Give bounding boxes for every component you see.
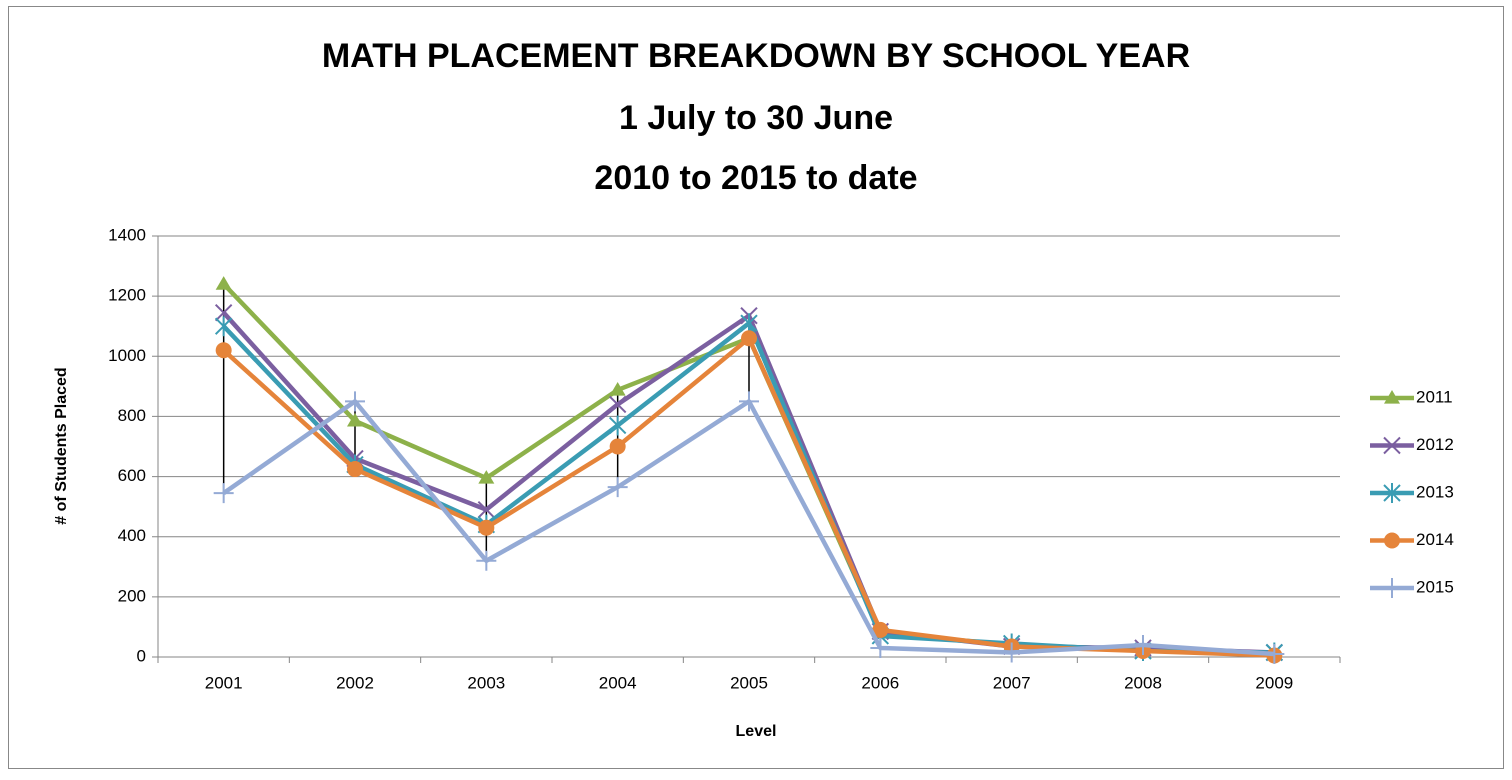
marker-shape	[739, 391, 759, 412]
x-tick-label: 2007	[993, 673, 1031, 692]
y-axis-title: # of Students Placed	[53, 367, 70, 524]
marker-shape	[215, 342, 232, 359]
chart-frame	[8, 6, 1504, 769]
marker-shape	[1384, 532, 1400, 549]
marker-shape	[741, 330, 757, 347]
marker	[609, 438, 626, 455]
marker-shape	[1383, 436, 1401, 455]
marker	[870, 637, 891, 658]
marker	[1383, 483, 1401, 503]
marker	[478, 470, 495, 484]
marker-shape	[1264, 643, 1285, 664]
y-tick-label: 400	[118, 526, 146, 545]
legend-label: 2015	[1416, 577, 1454, 596]
marker-shape	[214, 303, 233, 322]
y-tick-label: 1400	[108, 225, 146, 244]
marker	[1264, 643, 1285, 664]
marker-shape	[607, 477, 628, 498]
x-tick-label: 2002	[336, 673, 374, 692]
marker-shape	[608, 415, 627, 436]
y-tick-label: 600	[118, 466, 146, 485]
marker-shape	[478, 470, 495, 484]
x-tick-label: 2004	[599, 673, 637, 692]
marker-shape	[872, 621, 889, 638]
marker-shape	[476, 550, 497, 571]
marker	[345, 391, 365, 412]
marker-shape	[214, 316, 233, 337]
marker-shape	[740, 313, 758, 334]
x-tick-label: 2003	[467, 673, 505, 692]
marker	[347, 461, 363, 478]
marker	[476, 550, 497, 571]
marker	[478, 519, 495, 536]
marker	[609, 381, 626, 396]
marker	[608, 415, 627, 436]
marker-shape	[1133, 634, 1153, 655]
x-tick-label: 2001	[205, 673, 243, 692]
marker-shape	[345, 391, 365, 412]
y-tick-label: 0	[137, 646, 146, 665]
marker-shape	[1382, 578, 1402, 598]
legend-label: 2011	[1416, 387, 1453, 406]
marker-shape	[609, 438, 626, 455]
marker	[740, 313, 758, 334]
chart-title: 1 July to 30 June	[619, 99, 893, 137]
marker-shape	[347, 461, 363, 478]
marker-shape	[1384, 390, 1400, 404]
marker-shape	[347, 412, 363, 427]
x-tick-label: 2005	[730, 673, 768, 692]
x-tick-label: 2009	[1255, 673, 1293, 692]
marker	[214, 316, 233, 337]
marker	[607, 477, 628, 498]
marker-shape	[478, 519, 495, 536]
marker	[1383, 436, 1401, 455]
y-tick-label: 1200	[108, 286, 146, 305]
y-tick-label: 200	[118, 586, 146, 605]
marker-shape	[213, 483, 234, 504]
chart-title: 2010 to 2015 to date	[594, 159, 917, 197]
marker	[477, 500, 496, 519]
marker	[1001, 642, 1022, 663]
chart-title: MATH PLACEMENT BREAKDOWN BY SCHOOL YEAR	[322, 37, 1190, 75]
x-tick-label: 2006	[861, 673, 899, 692]
marker	[214, 303, 233, 322]
marker	[872, 621, 889, 638]
marker-shape	[1383, 483, 1401, 503]
legend-label: 2014	[1416, 530, 1454, 549]
marker	[215, 276, 232, 290]
marker	[1384, 390, 1400, 404]
marker	[1133, 634, 1153, 655]
marker	[347, 412, 363, 427]
marker	[213, 483, 234, 504]
x-axis-title: Level	[736, 723, 777, 740]
marker-shape	[609, 381, 626, 396]
marker-shape	[477, 500, 496, 519]
marker-shape	[215, 276, 232, 290]
marker	[608, 395, 627, 414]
marker	[1382, 578, 1402, 598]
marker-shape	[1001, 642, 1022, 663]
y-tick-label: 1000	[108, 346, 146, 365]
marker	[739, 391, 759, 412]
legend-label: 2012	[1416, 435, 1454, 454]
marker-shape	[870, 637, 891, 658]
marker	[741, 330, 757, 347]
x-tick-label: 2008	[1124, 673, 1162, 692]
marker	[1384, 532, 1400, 549]
y-tick-label: 800	[118, 406, 146, 425]
marker	[215, 342, 232, 359]
marker-shape	[608, 395, 627, 414]
legend-label: 2013	[1416, 482, 1454, 501]
